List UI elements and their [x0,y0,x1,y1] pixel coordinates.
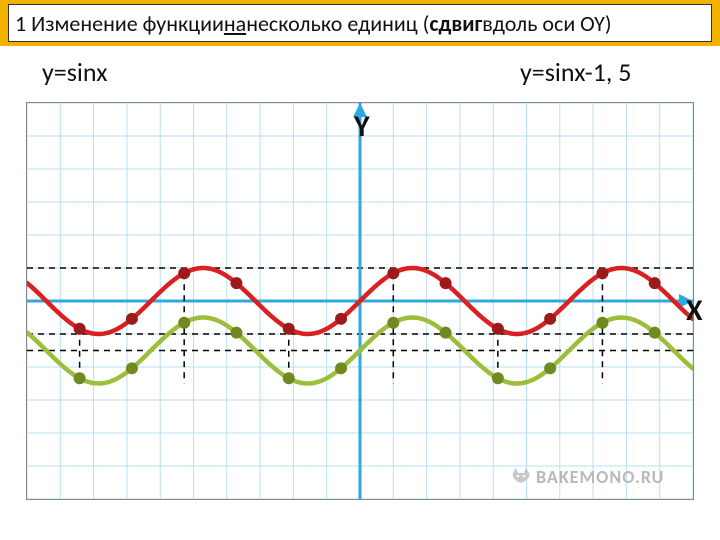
title-prefix: 1 Изменение функции [15,10,224,37]
axis-label-y: Y [354,108,370,145]
function-label-2: y=sinx-1, 5 [520,56,631,88]
title-bold: сдвиг [429,10,482,37]
title-box: 1 Изменение функции на несколько единиц … [8,4,712,42]
axis-label-x: X [686,292,703,329]
chart-frame [26,102,694,500]
title-underlined: на [224,10,246,37]
title-suffix: вдоль оси OY) [482,10,611,37]
watermark: BAKEMONO.RU [510,466,664,490]
chart-svg [27,103,693,499]
cat-icon [510,467,532,490]
function-label-1: y=sinx [42,56,108,88]
watermark-text: BAKEMONO.RU [536,466,664,488]
title-mid: несколько единиц ( [246,10,429,37]
